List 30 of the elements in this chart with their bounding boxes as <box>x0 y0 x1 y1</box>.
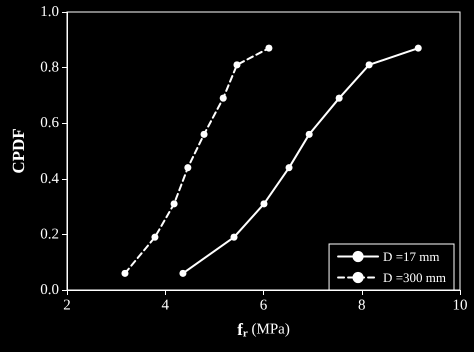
point <box>151 234 158 241</box>
point <box>260 200 268 208</box>
point <box>200 130 208 138</box>
point <box>414 44 422 52</box>
legend-label: D =300 mm <box>383 270 446 285</box>
y-tick-label: 0.6 <box>40 115 60 132</box>
x-tick-label: 10 <box>452 298 468 314</box>
y-tick-label: 0.0 <box>40 282 59 298</box>
x-tick-label: 6 <box>260 298 268 314</box>
point <box>170 200 178 208</box>
point <box>220 94 227 102</box>
point <box>179 270 186 277</box>
y-tick-label: 0.4 <box>40 170 60 187</box>
y-tick-label: 0.8 <box>40 60 59 76</box>
point <box>230 234 238 241</box>
x-tick-label: 4 <box>162 298 170 314</box>
point <box>286 164 293 172</box>
point <box>366 61 373 68</box>
point <box>184 164 192 172</box>
point <box>265 44 272 52</box>
x-tick-label: 2 <box>63 298 71 314</box>
legend-label: D =17 mm <box>383 249 440 264</box>
y-tick-label: 1.0 <box>40 4 59 20</box>
point <box>306 130 313 138</box>
y-axis-title: CPDF <box>9 128 28 174</box>
point <box>336 94 343 102</box>
y-tick-label: 0.2 <box>40 226 59 242</box>
point <box>121 270 128 277</box>
point <box>233 61 240 68</box>
x-tick-label: 8 <box>358 298 366 314</box>
